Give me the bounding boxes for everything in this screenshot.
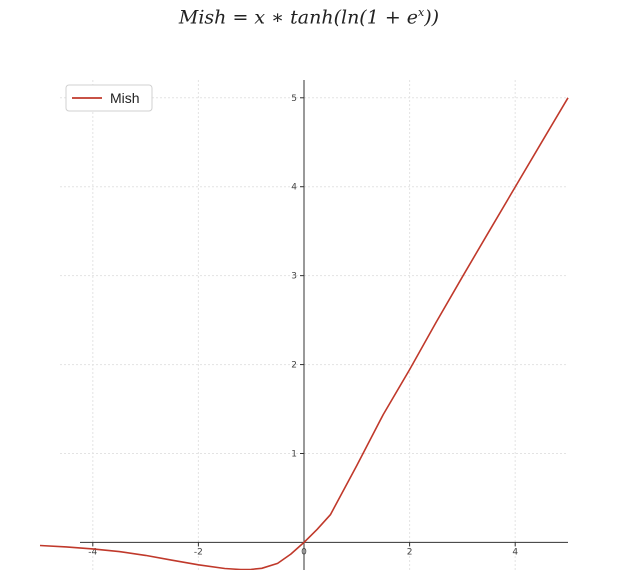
formula-exponent: x: [418, 6, 425, 19]
formula-rhs-prefix: = x ∗ tanh(ln(1 + e: [232, 6, 419, 29]
x-tick-label-2: 0: [301, 547, 307, 557]
legend-box: [65, 84, 153, 112]
formula-rhs-suffix: )): [424, 6, 440, 29]
x-tick-label-3: 2: [407, 547, 413, 557]
formula: Mish = x ∗ tanh(ln(1 + ex)): [0, 6, 618, 36]
y-tick-label-2: 3: [291, 272, 297, 282]
ticks: -4 -2 0 2 4 1 2 3 4 5: [88, 94, 518, 558]
legend: Mish: [65, 84, 153, 112]
y-tick-label-0: 1: [291, 450, 297, 460]
series-group: [39, 97, 569, 570]
y-tick-label-4: 5: [291, 94, 297, 104]
y-tick-label-3: 4: [291, 183, 297, 193]
x-tick-label-4: 4: [512, 547, 518, 557]
formula-lhs: Mish: [178, 6, 227, 29]
x-tick-label-0: -4: [88, 547, 97, 557]
axes: [80, 80, 568, 570]
legend-label-mish: Mish: [110, 90, 140, 106]
x-tick-label-1: -2: [194, 547, 203, 557]
series-line-mish: [39, 97, 569, 570]
y-tick-label-1: 2: [291, 361, 297, 371]
grid: [60, 80, 568, 570]
